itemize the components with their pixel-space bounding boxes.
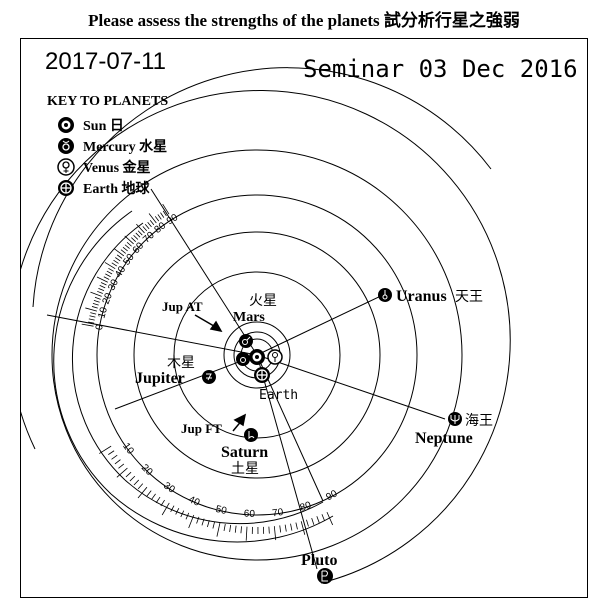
upper-scale-tick-label: 30	[106, 277, 121, 292]
upper-scale-tick-label: 0	[94, 323, 106, 331]
planet-key: KEY TO PLANETS Sun 日 Mercury 水星 Venus 金星…	[47, 94, 168, 197]
uranus-en: Uranus	[396, 288, 447, 305]
neptune-en: Neptune	[415, 430, 473, 447]
lower-scale-tick-label: 80	[299, 500, 313, 514]
upper-scale-tick-label: 10	[96, 306, 110, 320]
mercury-icon	[236, 352, 250, 366]
saturn-icon	[244, 428, 258, 442]
lower-scale-tick-label: 60	[244, 509, 256, 521]
lower-scale-tick-label: 40	[187, 494, 202, 509]
jupiter-icon	[202, 370, 216, 384]
uranus-cn: 天王	[455, 289, 483, 305]
key-heading: KEY TO PLANETS	[47, 94, 168, 109]
orbit-pluto	[21, 90, 511, 584]
mars-cn: 火星	[249, 293, 277, 309]
saturn-en: Saturn	[221, 444, 268, 461]
solar-system-diagram: 2017-07-11 Seminar 03 Dec 2016 KEY TO PL…	[20, 38, 588, 598]
mars-en: Mars	[233, 310, 265, 325]
earth-en: Earth	[259, 388, 298, 403]
key-venus: Venus 金星	[83, 159, 151, 176]
angle-scale	[53, 210, 334, 543]
reference-lines	[46, 188, 446, 570]
neptune-cn: 海王	[465, 413, 493, 429]
upper-scale-tick-label: 20	[101, 291, 115, 306]
mars-icon	[239, 334, 253, 348]
lower-scale-tick-label: 70	[272, 507, 285, 519]
orbit-saturn	[133, 231, 381, 479]
earth-symbol-icon	[58, 180, 74, 196]
uranus-icon	[378, 288, 392, 302]
seminar-label: Seminar 03 Dec 2016	[303, 55, 578, 83]
neptune-icon	[448, 412, 462, 426]
upper-scale-tick-label: 50	[121, 252, 137, 268]
scale-ticks	[81, 203, 334, 541]
lower-scale-tick-label: 10	[120, 441, 136, 457]
key-sun: Sun 日	[83, 118, 124, 134]
lower-scale-tick-label: 30	[161, 480, 177, 496]
planet-labels: 火星 Mars 木星 Jupiter Saturn 土星 Uranus 天王 海…	[135, 288, 493, 569]
venus-symbol-icon	[57, 158, 75, 176]
jupiter-cn: 木星	[167, 355, 195, 371]
saturn-cn: 土星	[231, 461, 259, 477]
mercury-symbol-icon	[58, 138, 74, 154]
pluto-icon	[317, 568, 333, 584]
lower-scale-tick-label: 50	[214, 504, 228, 517]
upper-scale-tick-label: 80	[153, 220, 169, 236]
page-title: Please assess the strengths of the plane…	[88, 11, 520, 30]
annotation-arrows	[194, 314, 247, 432]
sun-icon	[249, 349, 265, 365]
earth-icon	[254, 367, 270, 383]
orbit-outer-arc	[32, 67, 492, 308]
date-label: 2017-07-11	[45, 48, 166, 75]
orbit-neptune	[51, 149, 463, 561]
venus-icon	[267, 349, 283, 365]
key-earth: Earth 地球	[83, 180, 150, 197]
orbit-uranus	[96, 194, 418, 516]
jupiter-en: Jupiter	[135, 370, 185, 387]
orbit-mars	[223, 321, 291, 389]
jup-ft-label: Jup FT	[181, 421, 222, 436]
pluto-en: Pluto	[301, 552, 337, 569]
key-mercury: Mercury 水星	[83, 138, 167, 155]
sun-symbol-icon	[58, 117, 74, 133]
central-bodies	[202, 288, 462, 584]
upper-scale-tick-label: 40	[113, 264, 128, 280]
lower-scale-tick-label: 90	[324, 488, 339, 503]
jup-at-label: Jup AT	[162, 299, 203, 314]
